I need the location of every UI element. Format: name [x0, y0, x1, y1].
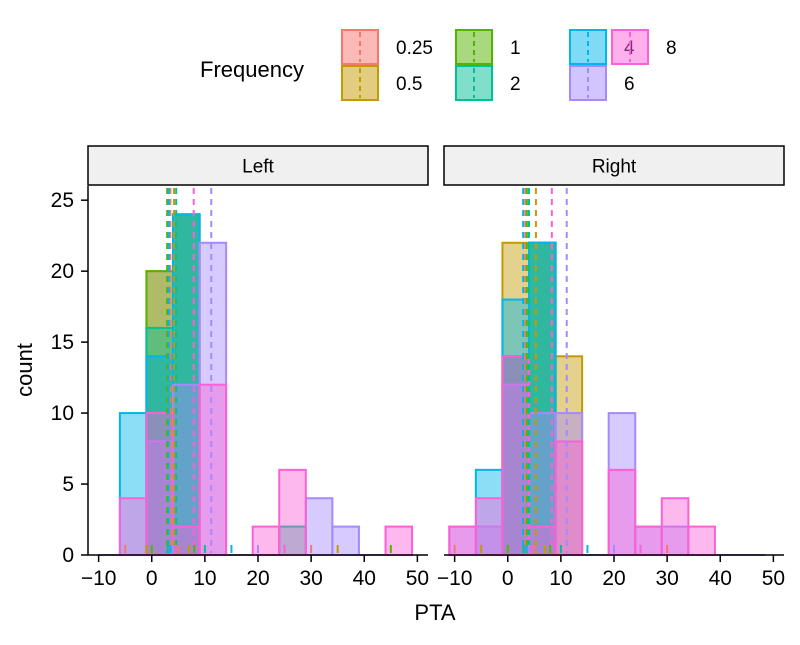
- strip-right: [443, 145, 785, 186]
- panel-left: Left −10 0 10 20 30 40 50 0 5 10 15 20 25: [51, 145, 429, 590]
- bar-right-8-bin-1: [474, 497, 504, 557]
- panel-right: Right −10 0 10 20 30 40 50: [437, 145, 785, 590]
- legend-entry-2: 2: [455, 65, 521, 101]
- bar-right-8-bin-7: [634, 525, 663, 556]
- legend-label-0-5: 0.5: [396, 74, 422, 95]
- bar-left-6-bin-9: [331, 525, 360, 556]
- bar-right-8-bin-9: [687, 525, 716, 556]
- y-tick-label-0: 0: [62, 544, 74, 567]
- y-tick-label-15: 15: [51, 331, 74, 354]
- y-tick-label-10: 10: [51, 402, 74, 425]
- x-tick-label-left-30: 30: [299, 567, 322, 590]
- legend-label-8: 8: [666, 38, 677, 59]
- legend-title: Frequency: [200, 57, 304, 82]
- legend-key-4: [569, 29, 607, 65]
- legend-entry-8: 8: [611, 29, 677, 65]
- x-tick-label-left-10: 10: [193, 567, 216, 590]
- bar-right-8-bin-8: [660, 497, 690, 557]
- x-tick-label-left-10: −10: [81, 567, 117, 590]
- legend-label-6: 6: [624, 74, 635, 95]
- bar-left-8-bin-7: [278, 468, 307, 557]
- y-axis-label: count: [12, 343, 37, 397]
- legend-key-2: [455, 65, 493, 101]
- legend-label-2: 2: [510, 74, 521, 95]
- bar-left-8-bin-6: [251, 525, 281, 556]
- legend-entry-0-5: 0.5: [341, 65, 422, 101]
- legend-entry-1: 1: [455, 29, 521, 65]
- x-axis-label: PTA: [414, 600, 455, 625]
- y-tick-label-25: 25: [51, 189, 74, 212]
- legend-entry-6: 6: [569, 65, 635, 101]
- bar-left-8-bin-4: [198, 383, 228, 557]
- x-tick-label-right-10: −10: [437, 567, 473, 590]
- x-tick-label-right-40: 40: [709, 567, 732, 590]
- y-tick-label-20: 20: [51, 260, 74, 283]
- x-tick-label-left-40: 40: [353, 567, 376, 590]
- bar-left-6-bin-8: [304, 497, 334, 557]
- x-tick-label-left-0: 0: [146, 567, 158, 590]
- x-tick-label-right-10: 10: [549, 567, 572, 590]
- strip-label-left: Left: [242, 157, 274, 178]
- x-tick-label-right-30: 30: [655, 567, 678, 590]
- x-tick-label-right-20: 20: [602, 567, 625, 590]
- legend-label-0-25: 0.25: [396, 38, 433, 59]
- bar-right-8-bin-4: [554, 440, 584, 557]
- x-tick-label-right-50: 50: [762, 567, 785, 590]
- legend-key-1: [455, 29, 493, 65]
- strip-left: [87, 145, 429, 186]
- bar-right-6-bin-4: [554, 412, 584, 557]
- bar-right-8-bin-6: [607, 468, 637, 557]
- bar-left-8-bin-1: [118, 497, 148, 557]
- bar-left-8-bin-11: [384, 525, 414, 556]
- x-tick-label-left-20: 20: [246, 567, 269, 590]
- legend-label-1: 1: [510, 38, 521, 59]
- bar-right-8-bin-0: [448, 525, 477, 556]
- legend-entry-0-25: 0.25: [341, 29, 433, 65]
- y-tick-label-5: 5: [62, 473, 74, 496]
- panels: Left −10 0 10 20 30 40 50 0 5 10 15 20 25 Right −10 0 10 2…: [51, 145, 785, 590]
- x-tick-label-left-50: 50: [406, 567, 429, 590]
- x-tick-label-right-0: 0: [502, 567, 514, 590]
- strip-label-right: Right: [592, 157, 637, 178]
